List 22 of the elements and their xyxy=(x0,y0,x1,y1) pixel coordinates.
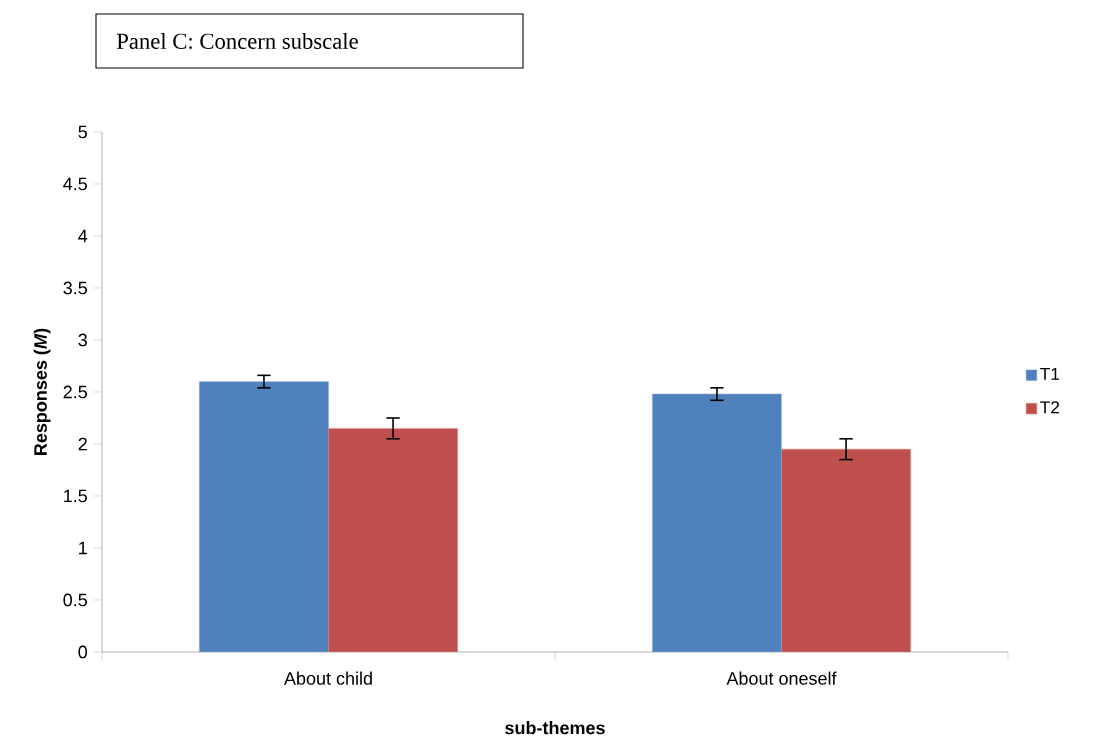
y-axis-title: Responses (M) xyxy=(33,328,51,455)
bar xyxy=(652,393,782,652)
y-tick-label: 2 xyxy=(78,437,87,451)
y-tick-label: 3 xyxy=(78,333,87,347)
chart-title: Panel C: Concern subscale xyxy=(116,32,358,49)
x-tick-label: About oneself xyxy=(726,671,837,685)
x-tick-label: About child xyxy=(284,671,372,685)
y-tick-label: 1.5 xyxy=(64,489,87,503)
y-tick-label: 4.5 xyxy=(63,177,87,191)
y-tick-label: 1 xyxy=(79,541,87,555)
legend-label: T1 xyxy=(1040,367,1060,380)
legend-label: T2 xyxy=(1040,401,1060,414)
bar xyxy=(781,448,911,652)
bar xyxy=(199,381,329,652)
y-tick-label: 4 xyxy=(78,229,88,243)
y-tick-label: 2.5 xyxy=(63,385,87,399)
y-tick-label: 0.5 xyxy=(63,593,87,607)
y-tick-label: 0 xyxy=(78,645,88,659)
bar xyxy=(328,428,458,652)
y-tick-label: 3.5 xyxy=(63,281,87,295)
y-tick-label: 5 xyxy=(78,125,87,139)
x-axis-title: sub-themes xyxy=(505,721,605,735)
